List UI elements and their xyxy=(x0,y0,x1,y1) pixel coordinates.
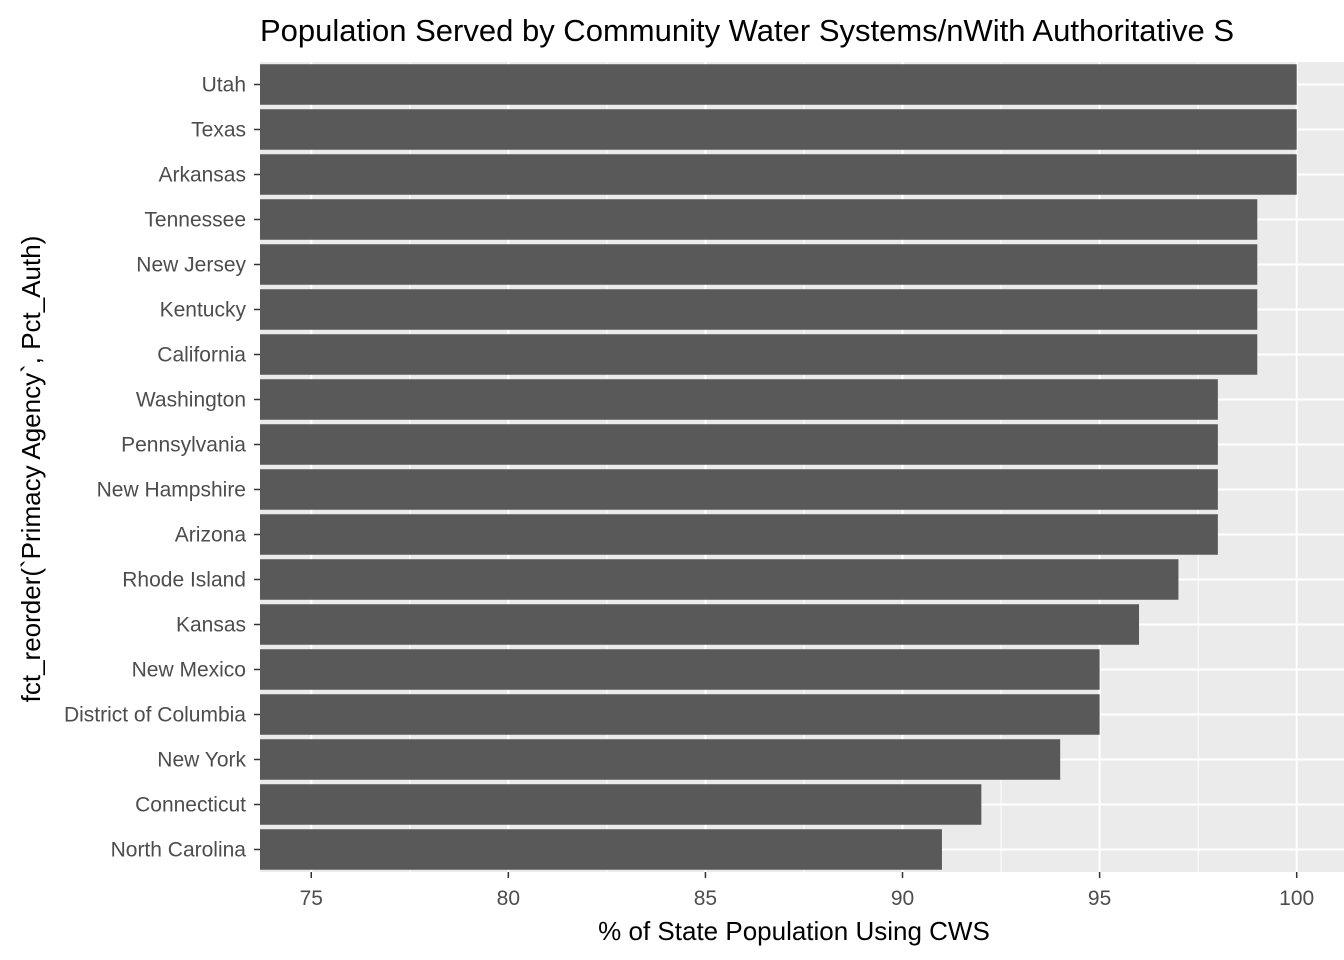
y-tick-label: California xyxy=(157,344,246,367)
bar xyxy=(260,379,1218,420)
bar xyxy=(260,604,1140,645)
bar xyxy=(260,424,1218,465)
y-tick-label: Tennessee xyxy=(144,209,246,232)
bar xyxy=(260,649,1100,690)
bar xyxy=(260,694,1100,735)
y-axis: Utah Texas Arkansas Tennessee New Jersey Kent… xyxy=(64,74,260,862)
y-tick-label: Pennsylvania xyxy=(121,434,246,457)
x-tick-label: 100 xyxy=(1279,887,1314,910)
bars xyxy=(260,64,1297,870)
bar xyxy=(260,199,1258,240)
bar xyxy=(260,469,1218,510)
bar xyxy=(260,109,1297,150)
bar xyxy=(260,739,1061,780)
y-tick-label: New Hampshire xyxy=(97,479,246,502)
y-tick-label: North Carolina xyxy=(111,839,247,862)
x-axis-title: % of State Population Using CWS xyxy=(598,916,990,946)
y-tick-label: Kansas xyxy=(176,614,246,637)
x-axis: 75 80 85 90 95 100 xyxy=(300,872,1314,910)
chart-title: Population Served by Community Water Sys… xyxy=(260,13,1234,48)
y-tick-label: Kentucky xyxy=(160,299,247,322)
y-tick-label: Texas xyxy=(191,119,246,142)
x-tick-label: 85 xyxy=(694,887,717,910)
x-tick-label: 75 xyxy=(300,887,323,910)
bar xyxy=(260,829,942,870)
bar xyxy=(260,289,1258,330)
bar xyxy=(260,244,1258,285)
bar xyxy=(260,64,1297,105)
y-tick-label: New Jersey xyxy=(136,254,246,277)
y-tick-label: Arkansas xyxy=(158,164,246,187)
y-tick-label: Rhode Island xyxy=(122,569,246,592)
bar xyxy=(260,784,982,825)
bar xyxy=(260,514,1218,555)
y-tick-label: Connecticut xyxy=(135,794,246,817)
bar xyxy=(260,559,1179,600)
x-tick-label: 80 xyxy=(497,887,520,910)
y-tick-label: New York xyxy=(157,749,246,772)
y-tick-label: District of Columbia xyxy=(64,704,246,727)
y-tick-label: Utah xyxy=(202,74,246,97)
y-tick-label: Washington xyxy=(136,389,246,412)
x-tick-label: 90 xyxy=(891,887,914,910)
bar xyxy=(260,154,1297,195)
plot-panel xyxy=(260,62,1344,872)
y-tick-label: New Mexico xyxy=(132,659,246,682)
y-tick-label: Arizona xyxy=(175,524,247,547)
y-axis-title: fct_reorder(`Primacy Agency`, Pct_Auth) xyxy=(16,236,46,703)
bar xyxy=(260,334,1258,375)
x-tick-label: 95 xyxy=(1088,887,1111,910)
